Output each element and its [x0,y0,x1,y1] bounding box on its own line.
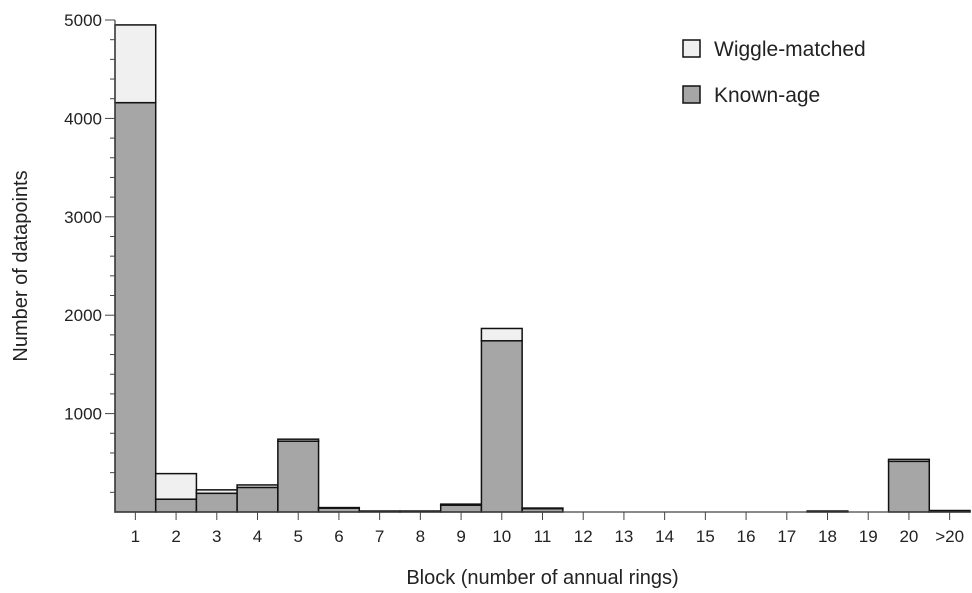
y-tick-label-1000: 1000 [64,405,102,424]
legend: Wiggle-matched Known-age [682,38,866,107]
legend-label-known-age: Known-age [714,84,820,107]
x-tick-label-3: 3 [212,527,221,546]
x-tick-label-8: 8 [416,527,425,546]
x-tick-label-5: 5 [293,527,302,546]
x-tick-label-12: 12 [574,527,593,546]
x-tick-label-4: 4 [253,527,262,546]
x-tick-label-11: 11 [534,527,552,546]
bar-known-age-1 [114,101,157,513]
bar-known-age-3 [195,492,238,513]
x-tick-label-17: 17 [777,527,796,546]
bar-known-age-9 [439,504,483,513]
x-axis-title: Block (number of annual rings) [406,567,678,589]
y-axis-title: Number of datapoints [10,170,32,361]
bar-wiggle-matched-6 [317,506,361,509]
x-tick-label-10: 10 [492,527,511,546]
bar-known-age-2 [154,498,198,513]
x-tick-label-15: 15 [696,527,715,546]
bars-group [114,24,971,513]
bar-wiggle-matched-2 [154,472,198,500]
x-tick-label-2: 2 [171,527,180,546]
bar-wiggle-matched-3 [195,489,238,495]
y-tick-label-2000: 2000 [64,306,102,325]
x-tick-label-6: 6 [334,527,343,546]
y-tick-label-3000: 3000 [64,208,102,227]
bar-known-age-20 [887,460,931,513]
bar-wiggle-matched-9 [439,503,483,506]
bar-wiggle-matched-4 [236,484,279,489]
x-tick-label-7: 7 [375,527,384,546]
x-tick-label-1: 1 [131,527,140,546]
bar-wiggle-matched-5 [277,438,320,442]
y-tick-label-4000: 4000 [64,109,102,128]
x-tick-label-16: 16 [737,527,756,546]
x-tick-label-14: 14 [655,527,674,546]
legend-label-wiggle-matched: Wiggle-matched [714,38,866,61]
legend-swatch-wiggle-matched [682,39,701,58]
x-tick-label-20: 20 [899,527,918,546]
x-tick-label-13: 13 [614,527,633,546]
bar-known-age-4 [236,486,279,513]
bar-wiggle-matched-11 [521,507,564,510]
bar-wiggle-matched-20 [887,458,931,463]
bar-known-age-5 [277,440,320,513]
x-tick-label-20: >20 [935,527,964,546]
bar-wiggle-matched-10 [480,327,523,342]
bar-wiggle-matched-1 [114,24,157,104]
x-tick-label-9: 9 [456,527,465,546]
y-tick-label-5000: 5000 [64,11,102,30]
x-tick-label-19: 19 [859,527,878,546]
legend-swatch-known-age [682,85,701,104]
bar-known-age-10 [480,340,523,513]
x-tick-label-18: 18 [818,527,837,546]
